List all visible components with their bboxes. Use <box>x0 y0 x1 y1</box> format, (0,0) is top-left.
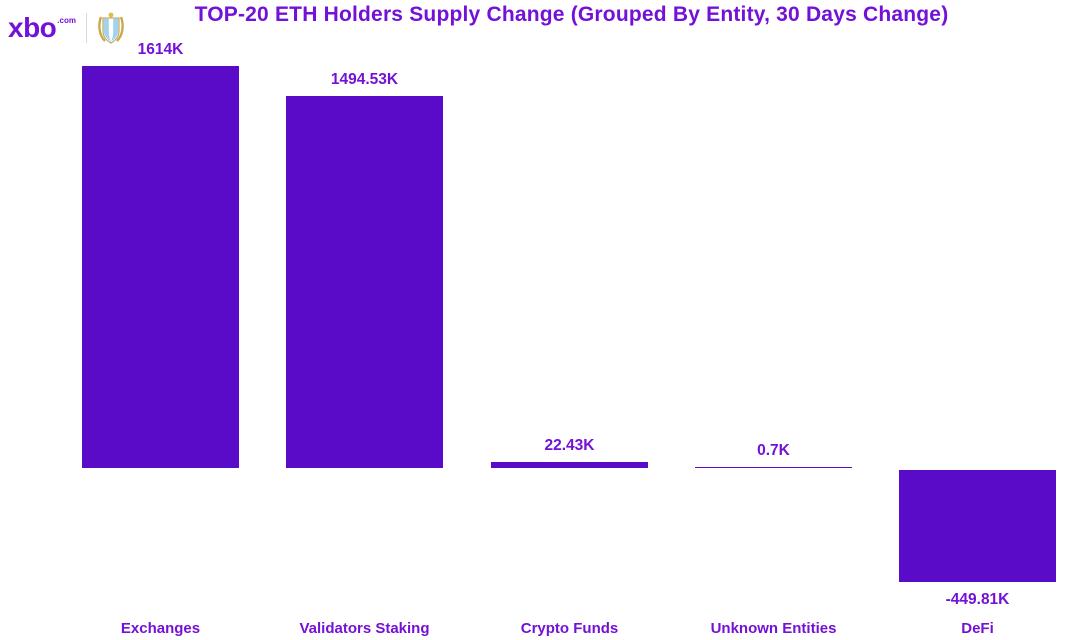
category-label-crypto-funds: Crypto Funds <box>520 620 619 637</box>
bar-exchanges <box>82 66 239 468</box>
bar-value-label-unknown-entities: 0.7K <box>757 441 790 459</box>
bar-validators-staking <box>286 95 443 468</box>
xbo-logo-suffix: .com <box>57 16 76 25</box>
category-label-defi: DeFi <box>961 620 994 637</box>
bar-value-label-exchanges: 1614K <box>137 41 184 58</box>
bar-value-label-crypto-funds: 22.43K <box>544 437 595 455</box>
category-label-exchanges: Exchanges <box>120 620 201 637</box>
header-divider <box>85 13 87 43</box>
bar-crypto-funds <box>491 462 648 468</box>
header: xbo .com <box>8 8 125 48</box>
category-label-unknown-entities: Unknown Entities <box>710 620 837 637</box>
bar-value-label-validators-staking: 1494.53K <box>330 70 399 88</box>
afa-crest-icon <box>98 12 124 44</box>
category-label-validators-staking: Validators Staking <box>299 620 430 637</box>
bar-unknown-entities <box>695 466 852 468</box>
xbo-logo: xbo .com <box>8 14 76 42</box>
bar-value-label-defi: -449.81K <box>945 591 1010 609</box>
xbo-logo-text: xbo <box>8 12 57 43</box>
chart-title: TOP-20 ETH Holders Supply Change (Groupe… <box>194 3 949 26</box>
bar-defi <box>899 470 1056 583</box>
